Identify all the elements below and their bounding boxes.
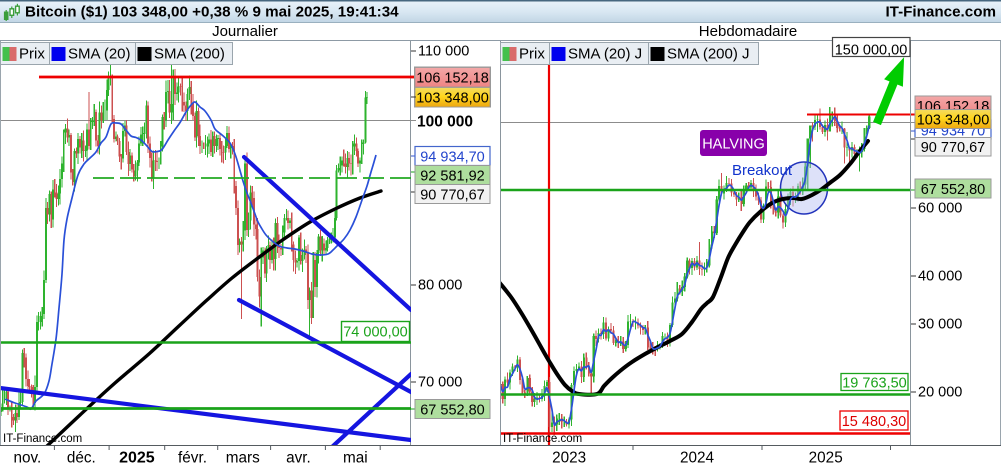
svg-text:mars: mars [226,450,260,467]
svg-text:SMA (20): SMA (20) [68,46,131,63]
svg-text:70 000: 70 000 [418,375,462,391]
svg-text:20 000: 20 000 [918,385,962,401]
svg-text:2025: 2025 [809,450,843,467]
svg-text:106 152,18: 106 152,18 [416,71,489,87]
svg-text:2024: 2024 [680,450,715,467]
svg-text:110 000: 110 000 [418,44,469,60]
svg-text:nov.: nov. [14,450,42,467]
svg-text:IT-Finance.com: IT-Finance.com [885,4,996,21]
svg-text:SMA (20) J: SMA (20) J [568,46,642,63]
svg-text:HALVING: HALVING [702,137,765,153]
svg-text:150 000,00: 150 000,00 [835,43,908,59]
svg-text:103 348,00: 103 348,00 [917,113,990,129]
svg-text:100 000: 100 000 [417,114,473,131]
svg-text:2025: 2025 [119,450,155,467]
svg-text:92 581,92: 92 581,92 [420,169,485,185]
svg-text:Prix: Prix [519,46,545,63]
svg-text:mai: mai [343,450,368,467]
svg-text:67 552,80: 67 552,80 [921,182,986,198]
svg-text:SMA (200): SMA (200) [154,46,225,63]
svg-text:2023: 2023 [552,450,586,467]
svg-text:févr.: févr. [178,450,207,467]
svg-text:IT-Finance.com: IT-Finance.com [503,433,582,445]
svg-text:Journalier: Journalier [212,23,278,40]
svg-text:90 770,67: 90 770,67 [420,188,485,204]
svg-text:avr.: avr. [286,450,311,467]
svg-text:74 000,00: 74 000,00 [343,325,408,341]
svg-text:67 552,80: 67 552,80 [420,403,485,419]
svg-text:Bitcoin ($1) 103 348,00 +0,38: Bitcoin ($1) 103 348,00 +0,38 % 9 mai 20… [25,4,399,21]
svg-text:déc.: déc. [67,450,96,467]
svg-text:19 763,50: 19 763,50 [842,376,907,392]
svg-text:15 480,30: 15 480,30 [842,414,907,430]
svg-text:IT-Finance.com: IT-Finance.com [3,433,82,445]
svg-text:Breakout: Breakout [732,162,793,179]
svg-text:103 348,00: 103 348,00 [416,91,489,107]
svg-text:80 000: 80 000 [418,278,462,294]
svg-text:60 000: 60 000 [918,201,962,217]
svg-text:SMA (200) J: SMA (200) J [667,46,750,63]
svg-text:90 770,67: 90 770,67 [921,140,986,156]
svg-text:30 000: 30 000 [918,317,962,333]
svg-text:94 934,70: 94 934,70 [420,150,485,166]
svg-text:Prix: Prix [19,46,45,63]
svg-text:40 000: 40 000 [918,269,962,285]
svg-text:Hebdomadaire: Hebdomadaire [699,23,797,40]
